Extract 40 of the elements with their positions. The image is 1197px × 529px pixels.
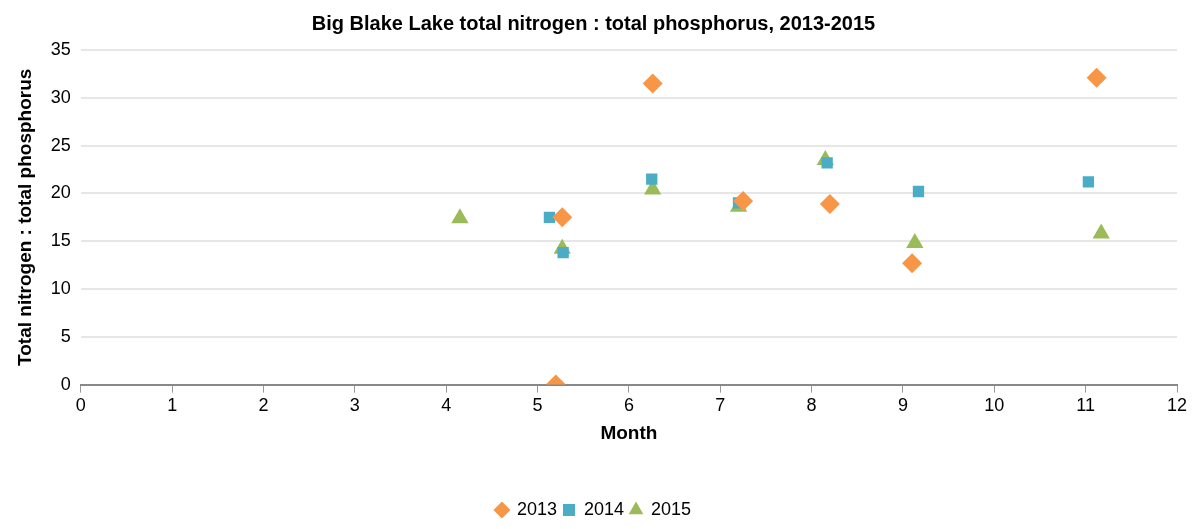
x-tick-label: 12 <box>1166 395 1188 416</box>
y-tick-label: 0 <box>60 373 71 394</box>
point <box>451 208 469 224</box>
point <box>733 191 754 212</box>
x-tick-label: 4 <box>441 395 452 416</box>
y-tick-label: 20 <box>50 182 71 203</box>
x-tick-label: 3 <box>349 395 360 416</box>
point <box>1092 223 1110 239</box>
point <box>1082 176 1095 188</box>
y-tick-label: 10 <box>50 277 71 298</box>
y-tick-label: 30 <box>50 86 71 107</box>
x-tick-label: 7 <box>715 395 726 416</box>
point <box>646 173 658 185</box>
x-tick-label: 2 <box>258 395 269 416</box>
chart-title: Big Blake Lake total nitrogen : total phosphorus, 2013-2015 <box>311 11 876 34</box>
point <box>819 193 840 214</box>
point <box>902 253 923 274</box>
x-tick-label: 0 <box>75 395 86 416</box>
point <box>552 207 573 228</box>
x-tick-label: 6 <box>623 395 634 416</box>
x-tick-label: 9 <box>897 395 908 416</box>
x-axis-title: Month <box>600 421 658 443</box>
x-tick-label: 5 <box>532 395 543 416</box>
y-tick-label: 25 <box>50 134 71 155</box>
y-axis-title: Total nitrogen : total phosphorus <box>13 68 35 366</box>
x-tick-label: 1 <box>167 395 178 416</box>
x-tick-label: 8 <box>806 395 817 416</box>
x-tick-label: 10 <box>984 395 1005 416</box>
legend-label: 2013 <box>516 498 557 519</box>
point <box>1086 67 1107 88</box>
y-tick-label: 5 <box>60 325 71 346</box>
x-tick-label: 11 <box>1076 395 1095 416</box>
point <box>906 233 924 249</box>
legend-label: 2015 <box>651 498 692 519</box>
y-tick-label: 15 <box>50 230 71 251</box>
y-tick-label: 35 <box>50 38 71 59</box>
legend-label: 2014 <box>583 498 625 519</box>
point <box>912 185 925 198</box>
point <box>557 247 569 259</box>
point <box>642 73 663 94</box>
